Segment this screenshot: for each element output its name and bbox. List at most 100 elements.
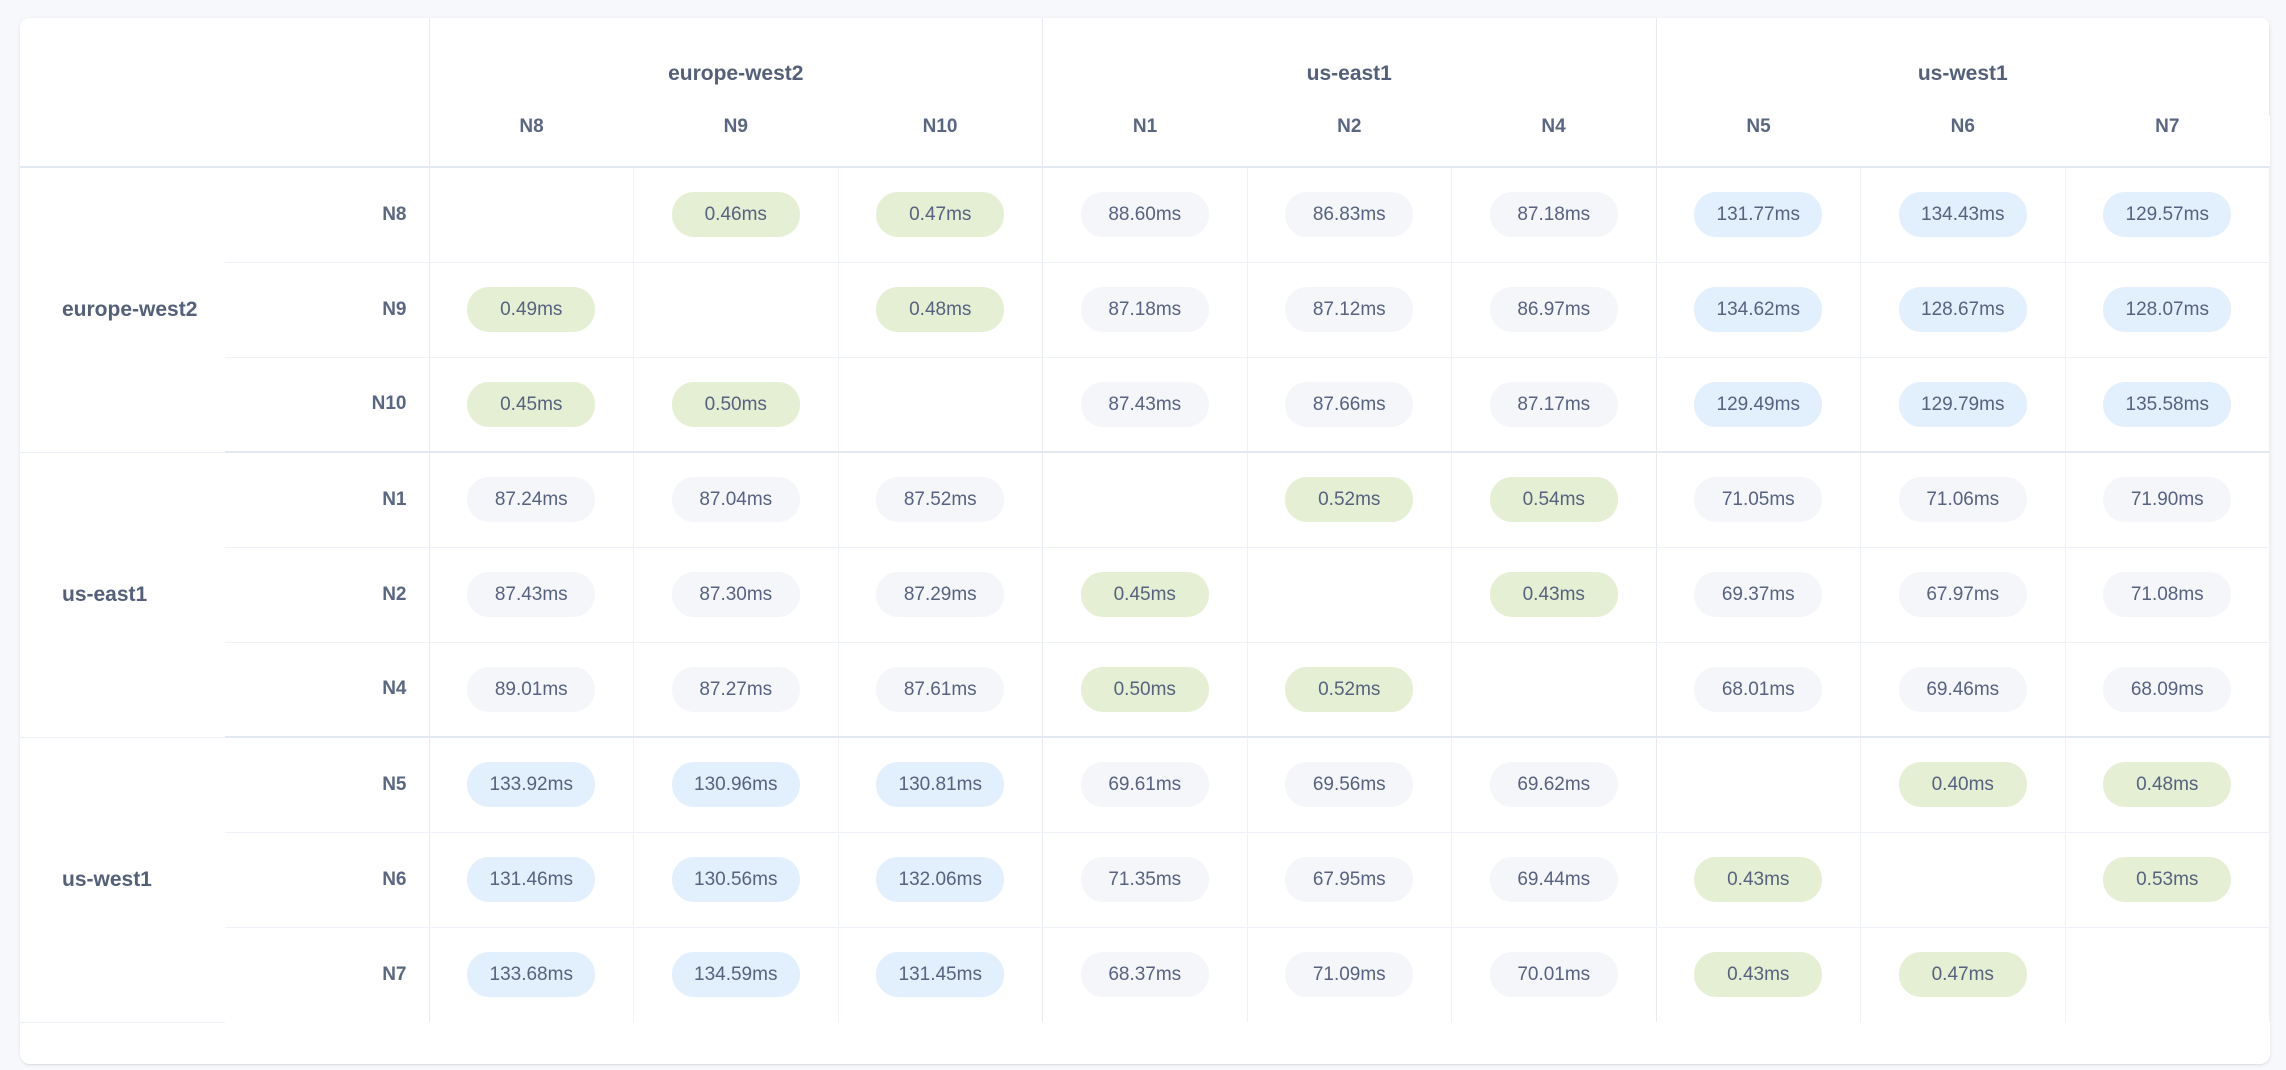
latency-cell[interactable]: 134.59ms: [633, 927, 839, 1022]
latency-cell[interactable]: 87.17ms: [1451, 357, 1657, 453]
row-header-n6[interactable]: N6: [224, 832, 430, 928]
latency-cell[interactable]: 67.95ms: [1247, 832, 1452, 928]
latency-cell[interactable]: 0.48ms: [838, 262, 1043, 358]
column-header-n7[interactable]: N7: [2065, 116, 2270, 168]
latency-cell[interactable]: 89.01ms: [429, 642, 634, 738]
column-header-n1[interactable]: N1: [1042, 116, 1247, 168]
latency-cell[interactable]: 0.49ms: [429, 262, 634, 358]
latency-cell[interactable]: 69.62ms: [1451, 737, 1657, 833]
latency-cell[interactable]: 87.61ms: [838, 642, 1043, 738]
latency-cell[interactable]: 67.97ms: [1860, 547, 2066, 643]
latency-cell[interactable]: 0.54ms: [1451, 452, 1657, 548]
latency-cell[interactable]: 87.04ms: [633, 452, 839, 548]
latency-cell[interactable]: 71.06ms: [1860, 452, 2066, 548]
latency-cell[interactable]: 0.48ms: [2065, 737, 2270, 833]
latency-cell[interactable]: 131.45ms: [838, 927, 1043, 1022]
latency-cell[interactable]: [2065, 927, 2270, 1022]
latency-cell[interactable]: 0.43ms: [1656, 832, 1861, 928]
row-header-n4[interactable]: N4: [224, 642, 430, 738]
latency-cell[interactable]: 0.45ms: [1042, 547, 1248, 643]
latency-cell[interactable]: 71.09ms: [1247, 927, 1452, 1022]
latency-cell[interactable]: 68.01ms: [1656, 642, 1861, 738]
latency-cell[interactable]: 69.56ms: [1247, 737, 1452, 833]
column-header-n9[interactable]: N9: [633, 116, 838, 168]
latency-cell[interactable]: 68.09ms: [2065, 642, 2270, 738]
latency-cell[interactable]: 87.43ms: [1042, 357, 1248, 453]
latency-badge-green: 0.45ms: [467, 381, 596, 427]
latency-cell[interactable]: 87.66ms: [1247, 357, 1452, 453]
latency-cell[interactable]: [1656, 737, 1861, 833]
latency-cell[interactable]: 0.47ms: [1860, 927, 2066, 1022]
row-header-n9[interactable]: N9: [224, 262, 430, 358]
latency-cell[interactable]: 132.06ms: [838, 832, 1043, 928]
row-header-n7[interactable]: N7: [224, 927, 430, 1022]
column-header-n10[interactable]: N10: [838, 116, 1043, 168]
latency-cell[interactable]: 68.37ms: [1042, 927, 1248, 1022]
column-header-n2[interactable]: N2: [1247, 116, 1452, 168]
latency-cell[interactable]: 88.60ms: [1042, 167, 1248, 263]
row-header-n5[interactable]: N5: [224, 737, 430, 833]
latency-cell[interactable]: 86.83ms: [1247, 167, 1452, 263]
latency-cell[interactable]: 71.05ms: [1656, 452, 1861, 548]
latency-cell[interactable]: [1451, 642, 1657, 738]
latency-cell[interactable]: 69.44ms: [1451, 832, 1657, 928]
latency-cell[interactable]: 87.30ms: [633, 547, 839, 643]
latency-cell[interactable]: 130.81ms: [838, 737, 1043, 833]
latency-cell[interactable]: 0.43ms: [1656, 927, 1861, 1022]
latency-cell[interactable]: [838, 357, 1043, 453]
latency-cell[interactable]: 69.46ms: [1860, 642, 2066, 738]
latency-cell[interactable]: [1860, 832, 2066, 928]
latency-cell[interactable]: 129.79ms: [1860, 357, 2066, 453]
latency-cell[interactable]: 0.47ms: [838, 167, 1043, 263]
latency-cell[interactable]: 69.61ms: [1042, 737, 1248, 833]
latency-cell[interactable]: [1042, 452, 1248, 548]
latency-cell[interactable]: 0.52ms: [1247, 452, 1452, 548]
latency-cell[interactable]: [1247, 547, 1452, 643]
column-header-n8[interactable]: N8: [429, 116, 634, 168]
latency-cell[interactable]: 130.96ms: [633, 737, 839, 833]
latency-cell[interactable]: 0.40ms: [1860, 737, 2066, 833]
row-header-n2[interactable]: N2: [224, 547, 430, 643]
latency-cell[interactable]: 134.43ms: [1860, 167, 2066, 263]
latency-cell[interactable]: [633, 262, 839, 358]
latency-cell[interactable]: 131.77ms: [1656, 167, 1861, 263]
row-header-n10[interactable]: N10: [224, 357, 430, 453]
row-header-n1[interactable]: N1: [224, 452, 430, 548]
latency-cell[interactable]: 71.08ms: [2065, 547, 2270, 643]
latency-cell[interactable]: 0.46ms: [633, 167, 839, 263]
latency-cell[interactable]: 0.45ms: [429, 357, 634, 453]
latency-cell[interactable]: 0.52ms: [1247, 642, 1452, 738]
latency-cell[interactable]: 87.29ms: [838, 547, 1043, 643]
latency-cell[interactable]: 128.07ms: [2065, 262, 2270, 358]
latency-cell[interactable]: 87.18ms: [1451, 167, 1657, 263]
latency-cell[interactable]: 129.57ms: [2065, 167, 2270, 263]
latency-cell[interactable]: 0.50ms: [1042, 642, 1248, 738]
latency-cell[interactable]: 87.18ms: [1042, 262, 1248, 358]
latency-cell[interactable]: 70.01ms: [1451, 927, 1657, 1022]
latency-cell[interactable]: 71.35ms: [1042, 832, 1248, 928]
latency-cell[interactable]: [429, 167, 634, 263]
latency-cell[interactable]: 0.50ms: [633, 357, 839, 453]
latency-cell[interactable]: 135.58ms: [2065, 357, 2270, 453]
latency-cell[interactable]: 0.43ms: [1451, 547, 1657, 643]
latency-cell[interactable]: 0.53ms: [2065, 832, 2270, 928]
latency-cell[interactable]: 87.27ms: [633, 642, 839, 738]
latency-cell[interactable]: 71.90ms: [2065, 452, 2270, 548]
latency-cell[interactable]: 87.43ms: [429, 547, 634, 643]
latency-cell[interactable]: 133.68ms: [429, 927, 634, 1022]
latency-cell[interactable]: 87.52ms: [838, 452, 1043, 548]
latency-cell[interactable]: 87.24ms: [429, 452, 634, 548]
latency-cell[interactable]: 128.67ms: [1860, 262, 2066, 358]
latency-cell[interactable]: 130.56ms: [633, 832, 839, 928]
latency-cell[interactable]: 133.92ms: [429, 737, 634, 833]
latency-cell[interactable]: 69.37ms: [1656, 547, 1861, 643]
latency-cell[interactable]: 129.49ms: [1656, 357, 1861, 453]
column-header-n6[interactable]: N6: [1860, 116, 2065, 168]
latency-cell[interactable]: 86.97ms: [1451, 262, 1657, 358]
row-header-n8[interactable]: N8: [224, 167, 430, 263]
column-header-n5[interactable]: N5: [1656, 116, 1861, 168]
latency-cell[interactable]: 134.62ms: [1656, 262, 1861, 358]
latency-cell[interactable]: 131.46ms: [429, 832, 634, 928]
column-header-n4[interactable]: N4: [1451, 116, 1657, 168]
latency-cell[interactable]: 87.12ms: [1247, 262, 1452, 358]
